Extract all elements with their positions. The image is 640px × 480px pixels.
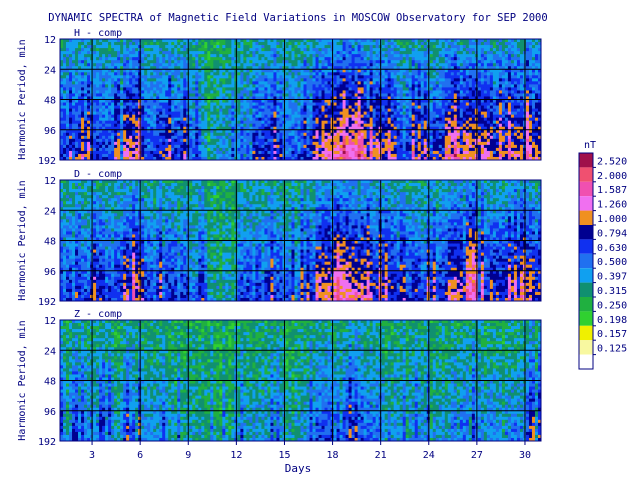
colorbar-level-label: 2.520 (597, 156, 627, 167)
colorbar-level-label: 0.315 (597, 286, 627, 297)
y-tick-label: 48 (44, 96, 56, 107)
colorbar-level-label: 0.397 (597, 272, 627, 283)
colorbar-level-label: 1.587 (597, 185, 627, 196)
x-tick-label: 21 (375, 450, 387, 461)
colorbar-swatch (579, 268, 593, 283)
colorbar: nT 2.520 2.000 1.587 1.260 1.000 0.794 0.630 0.… (578, 140, 627, 370)
x-tick-label: 12 (230, 450, 242, 461)
y-tick-label: 12 (44, 176, 56, 187)
colorbar-level-label: 1.000 (597, 214, 627, 225)
colorbar-level-label: 0.250 (597, 300, 627, 311)
x-tick-label: 18 (327, 450, 339, 461)
x-tick-label: 9 (185, 450, 191, 461)
y-axis-label: Harmonic Period, min (17, 320, 28, 440)
x-tick-label: 30 (519, 450, 531, 461)
colorbar-unit: nT (584, 140, 596, 151)
y-tick-label: 24 (44, 206, 56, 217)
colorbar-swatch (579, 325, 593, 341)
colorbar-level-label: 0.125 (597, 344, 627, 355)
colorbar-swatch (579, 210, 593, 225)
panel-h: 12 24 48 96 192 H - comp Harmonic Period, min (17, 28, 542, 167)
colorbar-level-label: 0.198 (597, 315, 627, 326)
colorbar-swatch (579, 153, 593, 168)
colorbar-level-label: 2.000 (597, 171, 627, 182)
chart-title: DYNAMIC SPECTRA of Magnetic Field Variat… (48, 12, 547, 24)
panel-frame (59, 319, 542, 442)
y-tick-label: 96 (44, 267, 56, 278)
colorbar-swatch (579, 282, 593, 297)
x-tick-label: 3 (89, 450, 95, 461)
y-tick-label: 12 (44, 316, 56, 327)
x-tick-label: 24 (423, 450, 435, 461)
panel-frame (59, 179, 542, 302)
colorbar-swatch (579, 196, 593, 211)
panel-label: Z - comp (74, 309, 122, 320)
colorbar-level-label: 0.630 (597, 243, 627, 254)
colorbar-level-label: 0.157 (597, 329, 627, 340)
colorbar-swatch (579, 253, 593, 269)
y-tick-label: 24 (44, 65, 56, 76)
y-tick-label: 192 (38, 297, 56, 308)
panel-frame (59, 38, 542, 161)
y-tick-label: 96 (44, 407, 56, 418)
x-ticks-layer: 3 6 9 12 15 18 21 24 27 30 (89, 441, 531, 461)
panel-label: H - comp (74, 28, 122, 39)
colorbar-level-label: 1.260 (597, 200, 627, 211)
y-tick-label: 12 (44, 35, 56, 46)
colorbar-frame (578, 152, 594, 370)
x-tick-label: 15 (278, 450, 290, 461)
y-axis-label: Harmonic Period, min (17, 39, 28, 159)
colorbar-level-label: 0.794 (597, 228, 627, 239)
y-tick-label: 192 (38, 156, 56, 167)
panel-z: 12 24 48 96 192 Z - comp Harmonic Period, min (17, 309, 542, 448)
colorbar-swatch (579, 181, 593, 197)
panel-d: 12 24 48 96 192 D - comp Harmonic Period, min (17, 169, 542, 308)
spectrogram-cells (60, 180, 542, 302)
colorbar-level-label: 0.500 (597, 257, 627, 268)
y-tick-label: 48 (44, 377, 56, 388)
y-axis-label: Harmonic Period, min (17, 180, 28, 300)
colorbar-swatch (579, 354, 593, 369)
colorbar-swatch (579, 297, 593, 312)
colorbar-swatch (579, 239, 593, 254)
colorbar-swatch (579, 340, 593, 355)
y-tick-label: 48 (44, 237, 56, 248)
colorbar-swatch (579, 225, 593, 240)
y-tick-label: 192 (38, 437, 56, 448)
colorbar-swatch (579, 311, 593, 326)
y-tick-label: 96 (44, 126, 56, 137)
x-tick-label: 27 (471, 450, 483, 461)
panel-label: D - comp (74, 169, 122, 180)
y-tick-label: 24 (44, 346, 56, 357)
x-axis-label: Days (285, 462, 312, 475)
colorbar-swatch (579, 167, 593, 182)
x-tick-label: 6 (137, 450, 143, 461)
